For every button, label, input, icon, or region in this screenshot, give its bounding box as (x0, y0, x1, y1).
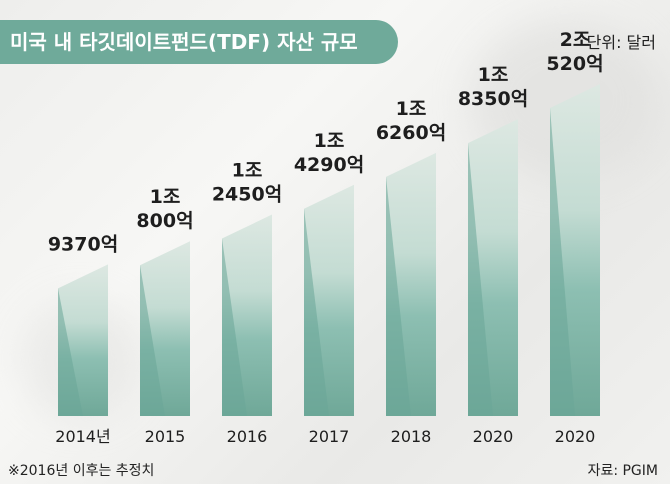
x-tick-label: 2015 (145, 427, 186, 446)
x-tick-label: 2018 (391, 427, 432, 446)
data-label: 1조 (150, 186, 181, 208)
bar-shade (140, 265, 165, 416)
data-label: 1조 (396, 98, 427, 120)
bar-shade (304, 208, 329, 416)
bar-shade (550, 107, 575, 416)
x-tick-label: 2016 (227, 427, 268, 446)
data-label: 2조 (560, 29, 591, 51)
x-tick-label: 2020 (473, 427, 514, 446)
bar-shade (468, 143, 493, 416)
data-label: 1조 (478, 64, 509, 86)
data-label: 6260억 (376, 122, 446, 144)
data-label: 8350억 (458, 88, 528, 110)
data-label: 520억 (546, 53, 603, 75)
data-label: 2450억 (212, 184, 282, 206)
bar-shade (222, 238, 247, 416)
chart-title: 미국 내 타깃데이트펀드(TDF) 자산 규모 (0, 20, 398, 64)
bar-shade (386, 176, 411, 416)
x-tick-label: 2017 (309, 427, 350, 446)
data-label: 1조 (314, 130, 345, 152)
data-label: 9370억 (48, 233, 118, 255)
unit-label: 단위: 달러 (586, 33, 656, 52)
footnote: ※2016년 이후는 추정치 (8, 463, 155, 479)
bar-shade (58, 288, 83, 416)
data-label: 4290억 (294, 154, 364, 176)
source-label: 자료: PGIM (587, 463, 658, 479)
x-tick-label: 2014년 (55, 427, 110, 446)
data-label: 800억 (136, 210, 193, 232)
x-tick-label: 2020 (555, 427, 596, 446)
data-label: 1조 (232, 160, 263, 182)
